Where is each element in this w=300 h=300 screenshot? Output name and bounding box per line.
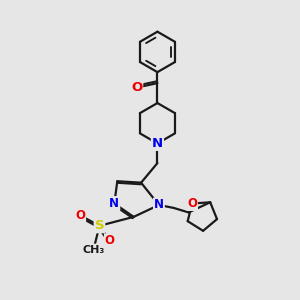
Text: N: N (109, 197, 119, 210)
Text: O: O (131, 81, 142, 94)
Text: O: O (187, 197, 197, 210)
Text: N: N (154, 199, 164, 212)
Text: O: O (105, 234, 115, 247)
Text: N: N (152, 137, 163, 150)
Text: S: S (95, 219, 104, 232)
Text: CH₃: CH₃ (82, 244, 105, 255)
Text: O: O (75, 209, 85, 222)
